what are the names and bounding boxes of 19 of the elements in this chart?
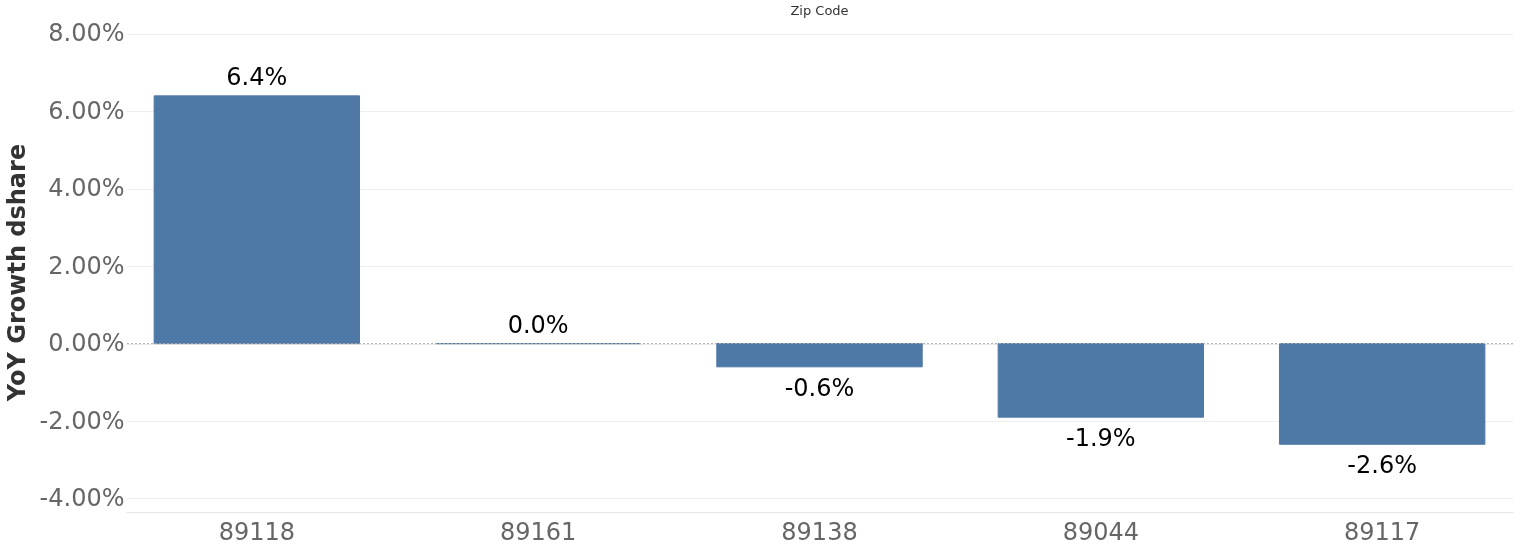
y-axis-title: YoY Growth dshare [2, 143, 31, 403]
data-label: 6.4% [226, 62, 288, 91]
x-tick-label: 89044 [1062, 517, 1140, 546]
data-label: 0.0% [507, 310, 569, 339]
y-tick-label: 0.00% [48, 329, 125, 358]
data-label: -1.9% [1066, 424, 1136, 453]
x-tick-label: 89118 [218, 517, 295, 546]
x-tick-label: 89138 [781, 517, 858, 546]
x-axis-title: Zip Code [790, 2, 849, 18]
x-tick-label: 89161 [499, 517, 577, 546]
y-tick-label: 4.00% [48, 174, 125, 203]
y-tick-label: -2.00% [39, 406, 125, 435]
y-tick-label: 8.00% [48, 19, 125, 48]
y-tick-label: -4.00% [39, 483, 125, 512]
y-tick-label: 2.00% [48, 251, 125, 280]
x-tick-label: 89117 [1344, 517, 1421, 546]
y-tick-label: 6.00% [48, 96, 125, 125]
data-label: -0.6% [784, 373, 855, 402]
data-label: -2.6% [1347, 451, 1417, 480]
